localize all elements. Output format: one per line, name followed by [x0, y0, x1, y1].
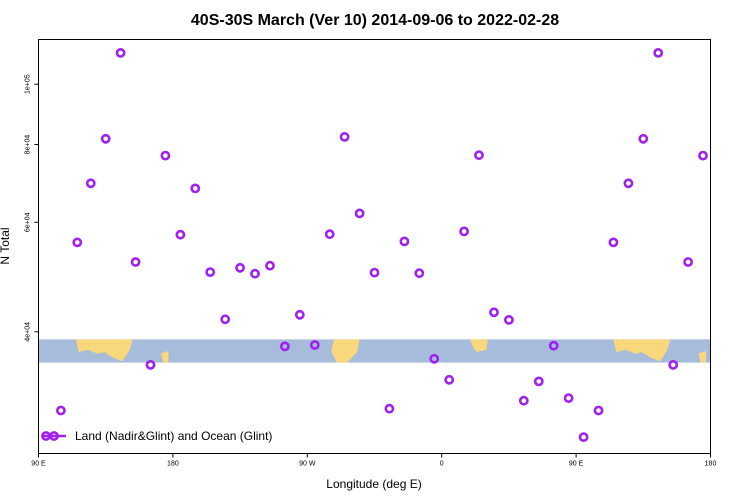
plot-area: [38, 48, 711, 442]
data-point: [518, 395, 529, 406]
data-point: [369, 267, 380, 278]
data-point: [339, 131, 350, 142]
x-axis: 90 E 180 90 W 0 90 E 180: [31, 453, 717, 468]
data-point: [429, 353, 440, 364]
data-point: [384, 403, 395, 414]
plot-frame: [38, 39, 711, 454]
data-point: [503, 314, 514, 325]
data-point: [608, 237, 619, 248]
legend: Land (Nadir&Glint) and Ocean (Glint): [41, 429, 272, 443]
data-point: [235, 262, 245, 273]
data-point: [414, 268, 425, 279]
legend-marker: [49, 431, 59, 441]
y-tick-label: 8e+04: [25, 135, 32, 155]
data-point: [623, 178, 634, 189]
data-point: [474, 150, 484, 161]
x-axis-label: Longitude (deg E): [326, 477, 421, 491]
chart-title: 40S-30S March (Ver 10) 2014-09-06 to 202…: [191, 12, 559, 29]
land-australia: [613, 339, 671, 362]
land-south-america: [331, 339, 360, 363]
data-point: [279, 341, 290, 352]
x-tick-label: 90 E: [569, 461, 584, 468]
data-point: [160, 150, 171, 161]
data-point: [593, 405, 604, 416]
land-australia: [75, 339, 133, 362]
data-point: [444, 374, 455, 385]
data-point: [668, 359, 679, 370]
data-point: [100, 133, 111, 144]
data-point: [85, 178, 96, 189]
y-tick-label: 6e+04: [25, 212, 32, 232]
y-axis: 4e+04 6e+04 8e+04 1e+05: [25, 74, 39, 342]
x-tick-label: 0: [440, 461, 444, 468]
y-tick-label: 4e+04: [25, 322, 32, 342]
data-point: [653, 48, 664, 58]
data-point: [354, 208, 365, 219]
data-point: [205, 267, 216, 277]
data-point: [638, 133, 649, 144]
y-axis-label: N Total: [0, 227, 12, 264]
x-tick-label: 180: [705, 461, 717, 468]
data-point: [56, 405, 66, 416]
data-point: [548, 340, 559, 351]
data-point: [294, 309, 305, 320]
legend-label: Land (Nadir&Glint) and Ocean (Glint): [75, 429, 272, 443]
data-point: [399, 236, 410, 247]
data-point: [563, 393, 574, 403]
y-tick-label: 1e+05: [25, 74, 32, 94]
data-point: [533, 376, 544, 387]
x-tick-label: 90 E: [31, 461, 46, 468]
data-point: [578, 432, 589, 442]
land-africa: [470, 339, 488, 353]
land-new-zealand: [160, 350, 169, 363]
data-point: [265, 260, 275, 271]
data-point: [698, 150, 708, 161]
data-point: [145, 359, 156, 370]
data-point: [130, 257, 141, 267]
ocean-band: [38, 339, 711, 363]
data-point: [309, 340, 320, 350]
data-point: [250, 268, 260, 279]
x-tick-label: 180: [167, 461, 179, 468]
data-point: [220, 314, 231, 325]
data-point: [489, 307, 499, 318]
data-point: [175, 229, 186, 240]
data-point: [190, 183, 201, 194]
x-tick-label: 90 W: [299, 461, 316, 468]
data-point: [324, 229, 335, 240]
data-point: [683, 257, 693, 267]
data-point: [72, 237, 83, 248]
data-point: [459, 226, 469, 237]
land-new-zealand: [698, 350, 707, 363]
data-point: [115, 48, 126, 58]
